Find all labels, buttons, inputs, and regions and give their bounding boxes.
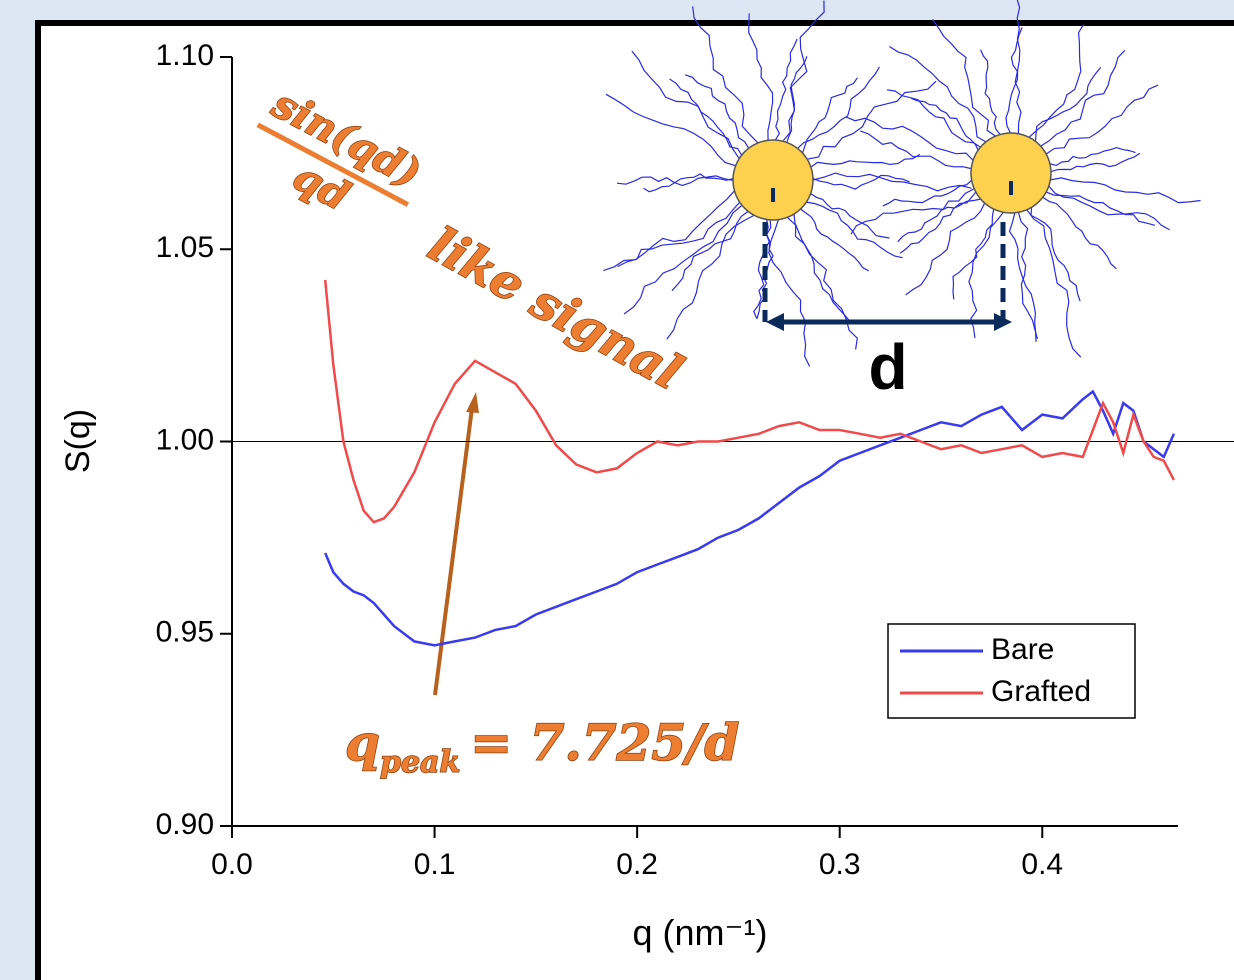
- polymer-chain: [768, 219, 811, 367]
- polymer-chain: [753, 219, 770, 319]
- polymer-chain: [932, 19, 996, 137]
- peak-subscript: peak: [380, 745, 460, 780]
- polymer-chain: [810, 153, 921, 168]
- polymer-chain: [1028, 24, 1085, 138]
- polymer-chain: [1050, 177, 1201, 204]
- series-line: [323, 279, 1176, 524]
- polymer-chain: [692, 6, 759, 144]
- polymer-chain: [786, 216, 858, 350]
- polymer-chain: [1014, 0, 1022, 134]
- polymer-chain: [911, 97, 979, 151]
- distance-label: d: [868, 331, 907, 403]
- polymer-chain: [671, 210, 749, 292]
- particle-diagram: [603, 0, 1201, 367]
- polymer-chain: [1034, 67, 1102, 142]
- nanoparticle: [970, 132, 1052, 214]
- arrowhead: [994, 313, 1012, 331]
- polymer-chain: [666, 214, 755, 340]
- polymer-chain: [860, 130, 972, 170]
- peak-arrowhead: [466, 392, 479, 413]
- polymer-chain: [669, 78, 743, 156]
- polymer-chain: [782, 0, 825, 142]
- polymer-chain: [1017, 212, 1039, 340]
- x-tick-label: 0.0: [211, 848, 253, 881]
- polymer-chain: [801, 77, 858, 154]
- polymer-chain: [786, 56, 808, 143]
- x-tick-label: 0.2: [616, 848, 658, 881]
- x-tick-label: 0.3: [819, 848, 861, 881]
- nanoparticle: [732, 139, 814, 221]
- polymer-chain: [810, 193, 890, 239]
- x-tick-label: 0.4: [1021, 848, 1063, 881]
- polymer-chain: [897, 191, 977, 243]
- polymer-chain: [793, 213, 852, 324]
- y-axis-label: S(q): [59, 409, 97, 473]
- peak-symbol: q: [345, 713, 380, 772]
- polymer-chain: [952, 208, 995, 300]
- polymer-chain: [1045, 191, 1156, 226]
- polymer-chain: [797, 66, 880, 149]
- polymer-chain: [812, 172, 972, 192]
- legend-label: Bare: [991, 633, 1054, 666]
- polymer-chain: [685, 74, 750, 149]
- fraction-bar: [256, 122, 410, 207]
- polymer-chain: [1049, 146, 1136, 167]
- polymer-chain: [1026, 209, 1082, 358]
- x-tick-label: 0.1: [414, 848, 456, 881]
- polymer-chain: [1008, 212, 1037, 342]
- polymer-chain: [812, 174, 910, 190]
- legend-box: [887, 623, 1136, 719]
- polymer-chain: [850, 188, 975, 235]
- polymer-chain: [800, 208, 869, 272]
- peak-annotation: qpeak = 7.725/d: [345, 713, 739, 780]
- polymer-chain: [1045, 84, 1159, 155]
- y-tick-label: 1.10: [156, 39, 214, 72]
- polymer-chain: [623, 204, 743, 315]
- peak-formula: = 7.725/d: [470, 713, 739, 772]
- polymer-chain: [1030, 207, 1081, 302]
- y-tick-label: 1.05: [156, 231, 214, 264]
- y-tick-label: 0.90: [156, 808, 214, 841]
- polymer-chain: [806, 201, 903, 259]
- polymer-chain: [807, 80, 937, 160]
- polymer-chain: [845, 116, 974, 161]
- polymer-chain: [603, 190, 735, 272]
- polymer-chain: [905, 202, 986, 296]
- arrowhead: [766, 313, 784, 331]
- polymer-chain: [643, 173, 734, 193]
- polymer-chain: [1048, 185, 1170, 231]
- peak-arrow: [433, 407, 474, 696]
- polymer-chain: [774, 38, 798, 141]
- polymer-chain: [882, 179, 973, 207]
- polymer-chain: [886, 89, 981, 148]
- polymer-chain: [968, 211, 1004, 339]
- legend-label: Grafted: [991, 675, 1091, 708]
- series-line: [324, 389, 1176, 647]
- polymer-chain: [605, 93, 736, 167]
- y-tick-label: 0.95: [156, 616, 214, 649]
- polymer-chain: [1050, 152, 1141, 173]
- polymer-chain: [1005, 27, 1023, 134]
- polymer-chain: [1040, 49, 1126, 147]
- polymer-chain: [980, 49, 1001, 135]
- y-tick-label: 1.00: [156, 423, 214, 456]
- polymer-chain: [1042, 196, 1117, 270]
- x-axis-label: q (nm⁻¹): [633, 912, 768, 953]
- polymer-chain: [889, 45, 987, 143]
- polymer-chain: [748, 13, 774, 141]
- polymer-chain: [617, 201, 741, 268]
- panel: [35, 20, 1234, 980]
